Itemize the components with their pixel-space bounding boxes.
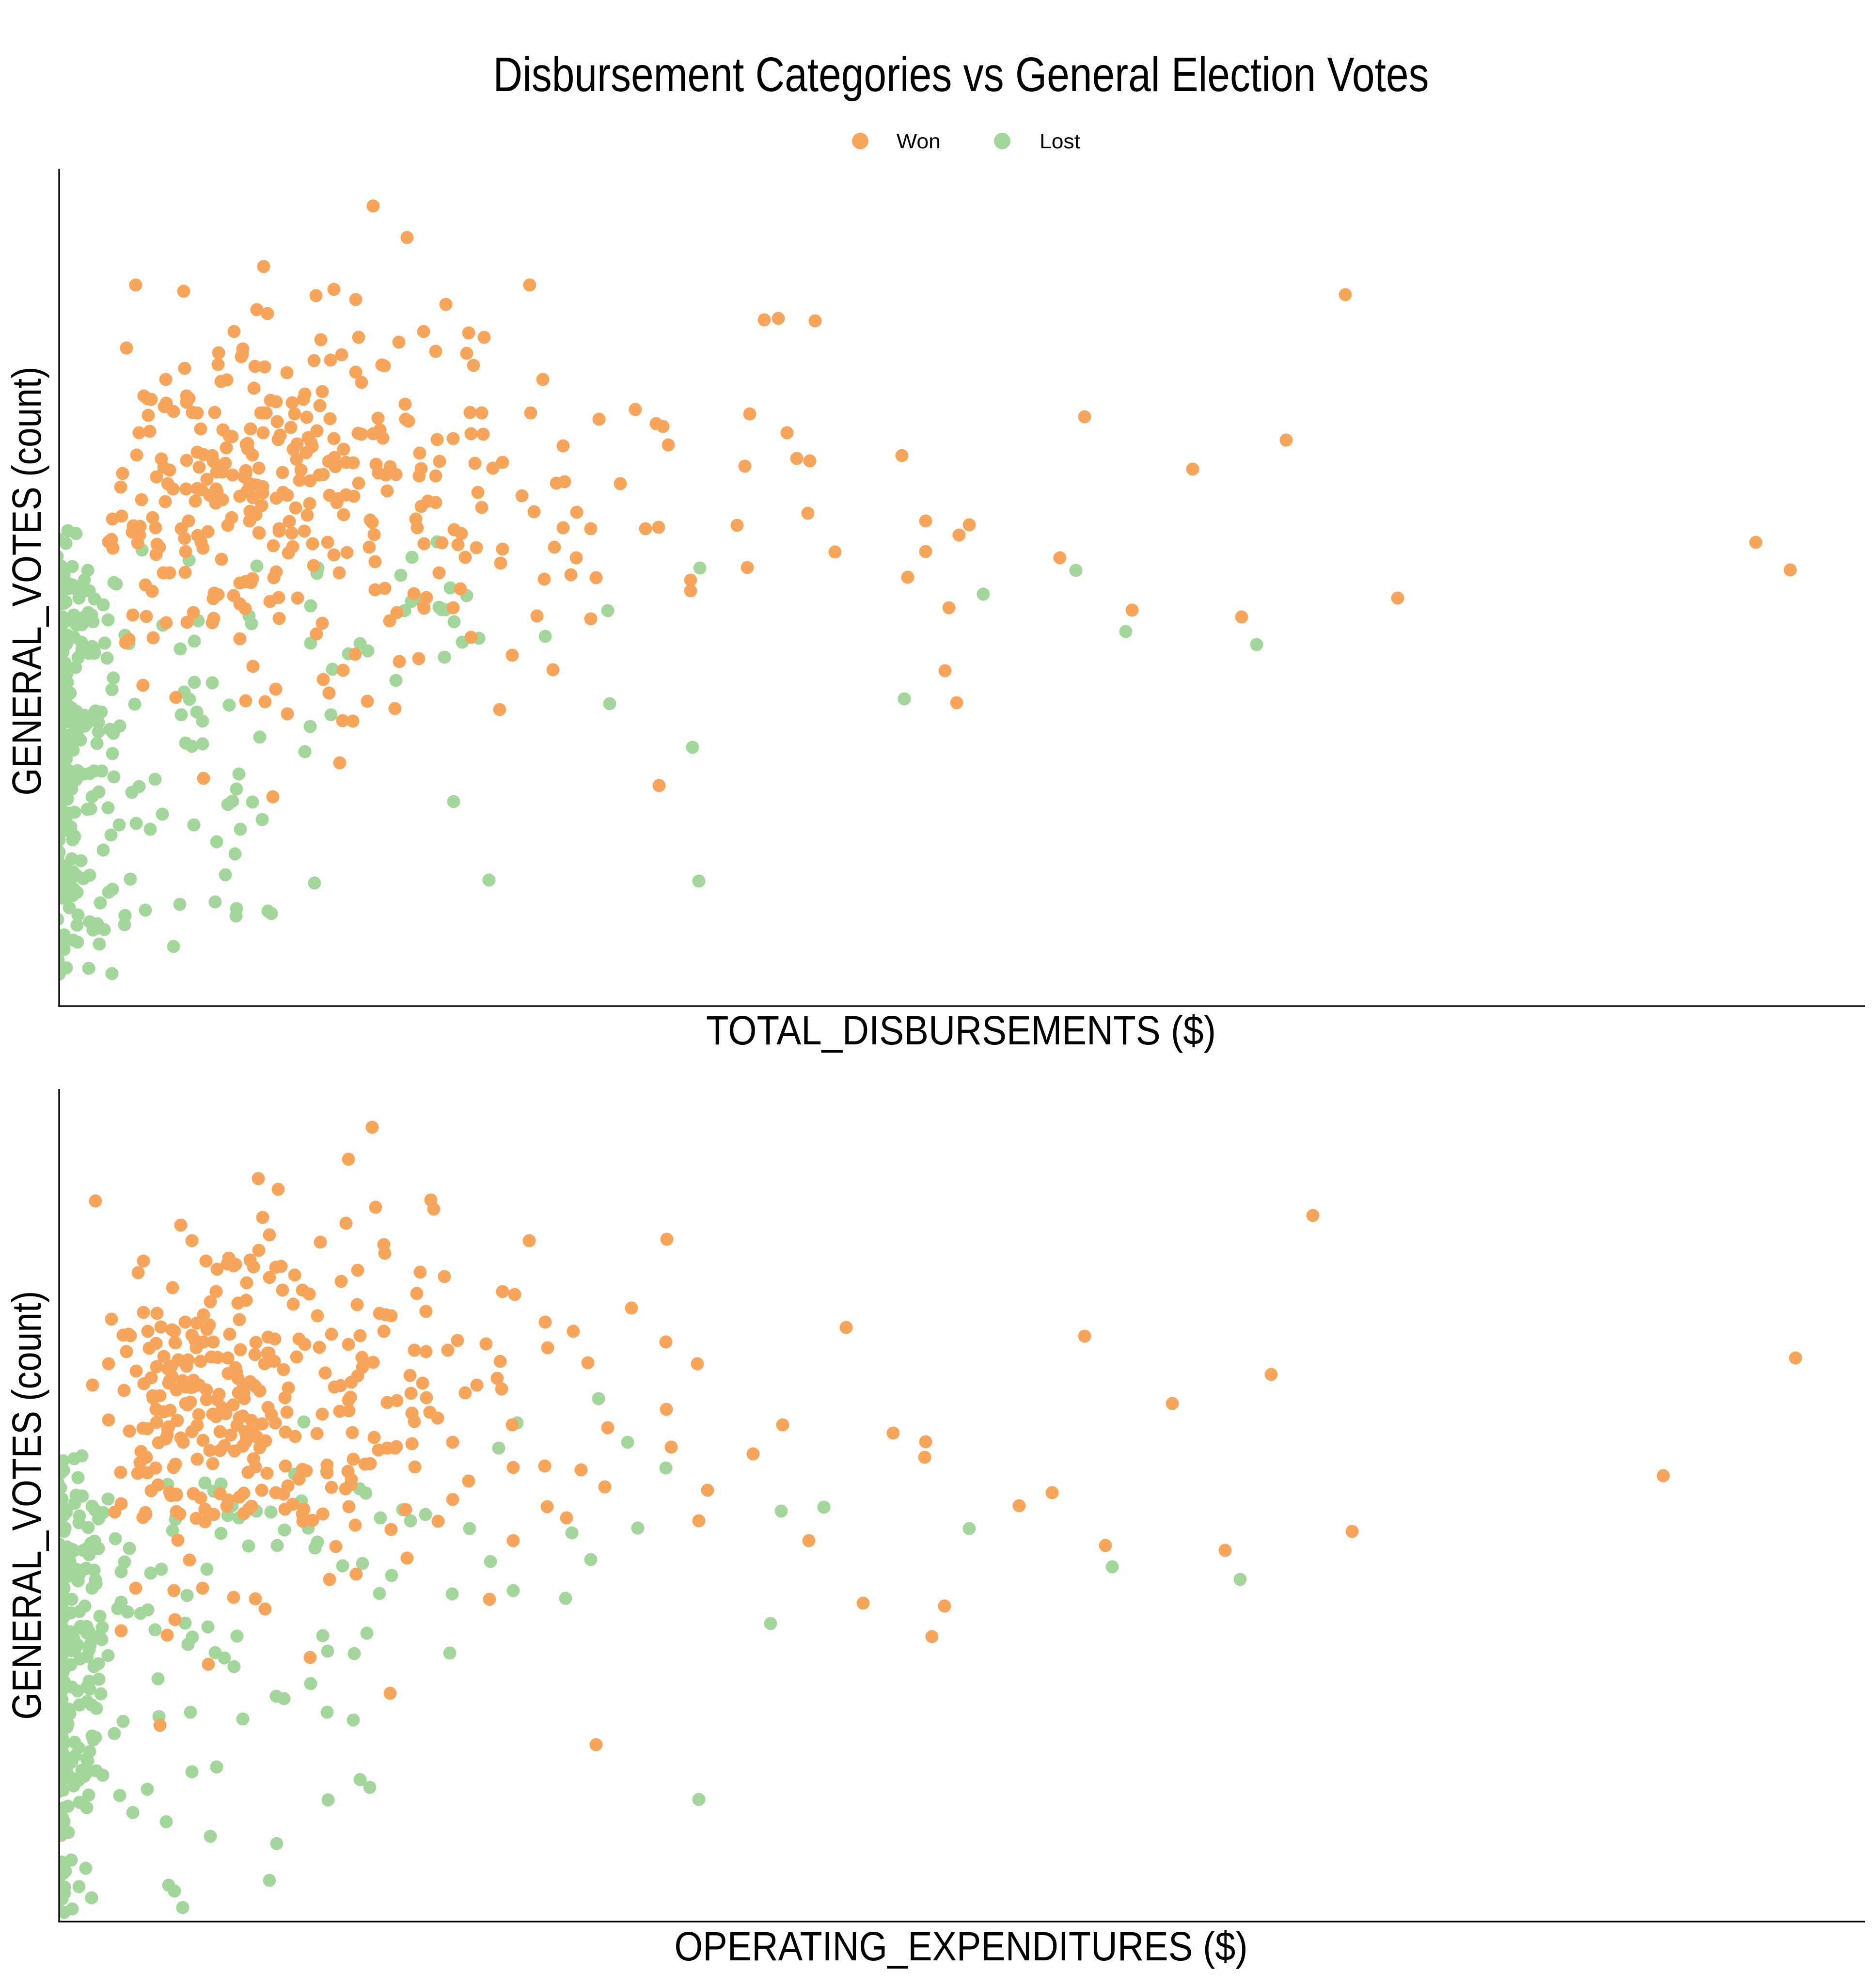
svg-text:Disbursement Categories vs Gen: Disbursement Categories vs General Elect… xyxy=(493,47,1429,102)
svg-text:TOTAL_DISBURSEMENTS ($): TOTAL_DISBURSEMENTS ($) xyxy=(706,1008,1216,1053)
svg-text:GENERAL_VOTES (count): GENERAL_VOTES (count) xyxy=(4,367,49,796)
svg-text:Won: Won xyxy=(897,130,941,153)
svg-text:GENERAL_VOTES (count): GENERAL_VOTES (count) xyxy=(4,1291,49,1720)
svg-text:Lost: Lost xyxy=(1040,130,1080,153)
svg-text:OPERATING_EXPENDITURES ($): OPERATING_EXPENDITURES ($) xyxy=(675,1924,1248,1969)
